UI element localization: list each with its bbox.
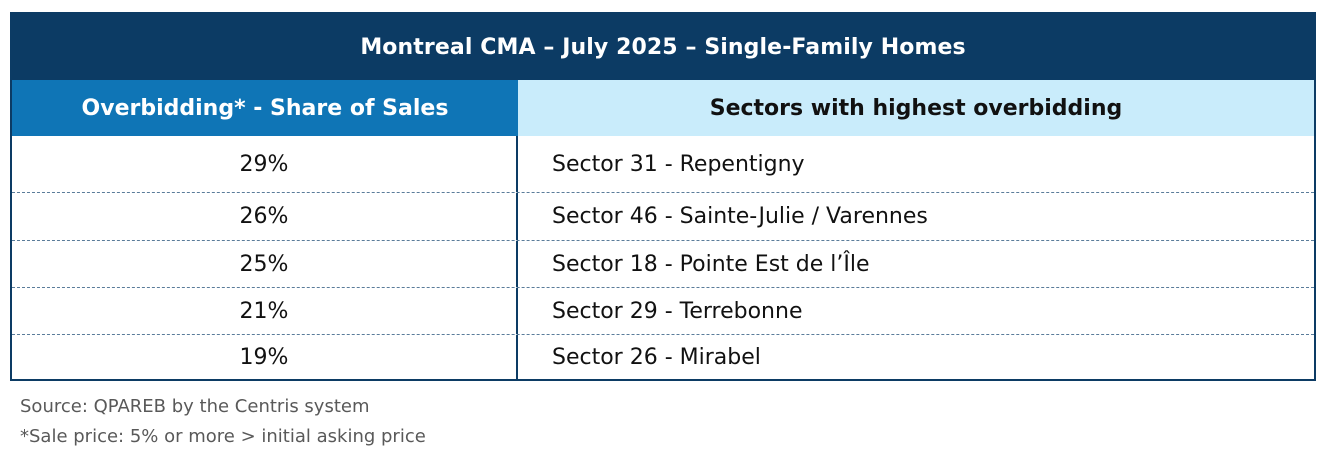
table-row: 19% Sector 26 - Mirabel [12, 335, 1314, 379]
table-header-row: Overbidding* - Share of Sales Sectors wi… [12, 80, 1314, 136]
share-cell: 19% [12, 335, 518, 379]
definition-note: *Sale price: 5% or more > initial asking… [20, 426, 426, 447]
table-body: 29% Sector 31 - Repentigny 26% Sector 46… [12, 136, 1314, 379]
sector-cell: Sector 31 - Repentigny [552, 151, 805, 177]
table-row: 21% Sector 29 - Terrebonne [12, 288, 1314, 335]
sector-cell: Sector 29 - Terrebonne [552, 298, 803, 324]
share-cell: 29% [12, 136, 518, 192]
table-row: 26% Sector 46 - Sainte-Julie / Varennes [12, 193, 1314, 241]
sector-cell: Sector 18 - Pointe Est de l’Île [552, 251, 870, 277]
source-note: Source: QPAREB by the Centris system [20, 396, 370, 417]
overbidding-table: Montreal CMA – July 2025 – Single-Family… [10, 12, 1316, 381]
share-cell: 26% [12, 193, 518, 240]
header-sectors: Sectors with highest overbidding [518, 80, 1314, 136]
footnotes: Source: QPAREB by the Centris system *Sa… [20, 392, 426, 452]
table-row: 25% Sector 18 - Pointe Est de l’Île [12, 241, 1314, 288]
table-title: Montreal CMA – July 2025 – Single-Family… [12, 14, 1314, 80]
sector-cell: Sector 26 - Mirabel [552, 344, 761, 370]
share-cell: 25% [12, 241, 518, 287]
sector-cell: Sector 46 - Sainte-Julie / Varennes [552, 204, 928, 229]
header-share-of-sales: Overbidding* - Share of Sales [12, 80, 518, 136]
share-cell: 21% [12, 288, 518, 334]
table-row: 29% Sector 31 - Repentigny [12, 136, 1314, 193]
